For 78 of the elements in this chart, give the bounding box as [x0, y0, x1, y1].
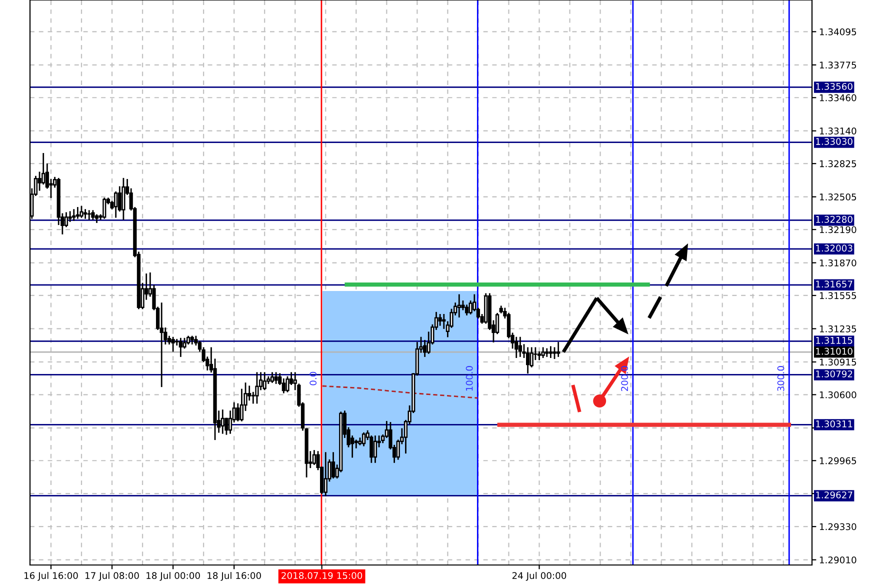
ref-line-label: 1.33560 [816, 82, 852, 90]
candlestick [76, 207, 80, 219]
y-tick-label: 1.33140 [820, 128, 856, 134]
candlestick [171, 336, 175, 352]
ref-line-label: 1.30792 [816, 370, 852, 378]
y-tick-label: 1.32505 [820, 193, 856, 200]
ref-line-label: 1.33030 [816, 138, 852, 145]
x-tick-label: 18 Jul 00:00 [146, 572, 200, 581]
candlestick [354, 440, 358, 448]
ref-line-label: 1.31010 [816, 348, 852, 355]
ref-line-label: 1.31115 [816, 336, 852, 344]
y-tick-label: 1.33775 [820, 62, 856, 69]
candlestick [373, 436, 378, 463]
candlestick [545, 348, 549, 357]
x-tick-label: 17 Jul 08:00 [86, 572, 139, 581]
candlestick [552, 347, 556, 360]
x-tick-label: 24 Jul 00:00 [512, 572, 566, 581]
x-tick-label: 2018.07.19 15:00 [282, 572, 362, 580]
y-tick-label: 1.32825 [820, 160, 856, 168]
candlestick [548, 346, 553, 358]
y-tick-label: 1.29965 [820, 457, 856, 464]
candlestick [556, 342, 560, 357]
ref-line-label: 1.32280 [816, 216, 852, 223]
candlestick [122, 178, 126, 220]
y-tick-label: 1.30915 [820, 358, 856, 366]
ref-line-label: 1.32003 [816, 244, 852, 252]
annotation: 100.0 [466, 366, 473, 391]
candlestick [286, 376, 290, 392]
annotation: 0.0 [310, 372, 317, 386]
candlestick [87, 210, 91, 220]
candlestick [114, 191, 118, 218]
candlestick [270, 372, 274, 383]
candlestick [68, 211, 72, 222]
candlestick [255, 372, 259, 404]
candlestick [274, 372, 278, 384]
y-tick-label: 1.31870 [820, 259, 856, 266]
candlestick [514, 336, 518, 358]
candlestick [38, 172, 42, 191]
candlestick [442, 314, 446, 329]
y-tick-label: 1.31555 [820, 292, 856, 300]
candlestick [262, 372, 266, 390]
candlestick [72, 209, 76, 221]
ref-line-label: 1.30311 [816, 420, 852, 428]
annotation: 300.0 [777, 366, 784, 391]
y-tick-label: 1.34095 [820, 28, 856, 36]
candlestick [178, 338, 182, 357]
candlestick [324, 452, 328, 496]
x-tick-label: 16 Jul 16:00 [24, 572, 78, 581]
annotation: 200.0 [621, 366, 628, 391]
y-tick-label: 1.30600 [820, 391, 856, 398]
candlestick [537, 351, 542, 360]
x-tick-label: 18 Jul 16:00 [208, 572, 261, 581]
y-tick-label: 1.33460 [820, 94, 856, 102]
y-tick-label: 1.29010 [820, 556, 856, 564]
candlestick [464, 304, 469, 316]
y-tick-label: 1.29330 [820, 523, 856, 530]
candlestick [220, 410, 224, 434]
candlestick [64, 212, 68, 228]
candlestick [526, 347, 530, 374]
ref-line-label: 1.29627 [816, 491, 852, 498]
candlestick [331, 452, 336, 478]
candlestick [175, 338, 179, 346]
y-tick-label: 1.31235 [820, 325, 856, 332]
candlestick [457, 294, 461, 318]
candlestick [102, 198, 106, 219]
candlestick [438, 314, 442, 326]
candlestick [312, 450, 316, 465]
candlestick [362, 432, 366, 446]
candlestick [236, 403, 240, 422]
candlestick [160, 302, 164, 388]
candlestick [182, 338, 186, 349]
candlestick [80, 206, 84, 218]
candlestick [423, 340, 427, 357]
candlestick [84, 209, 88, 219]
candlestick [541, 347, 545, 358]
ref-line-label: 1.31657 [816, 280, 852, 288]
y-tick-label: 1.32190 [820, 226, 856, 234]
candlestick [518, 336, 522, 357]
